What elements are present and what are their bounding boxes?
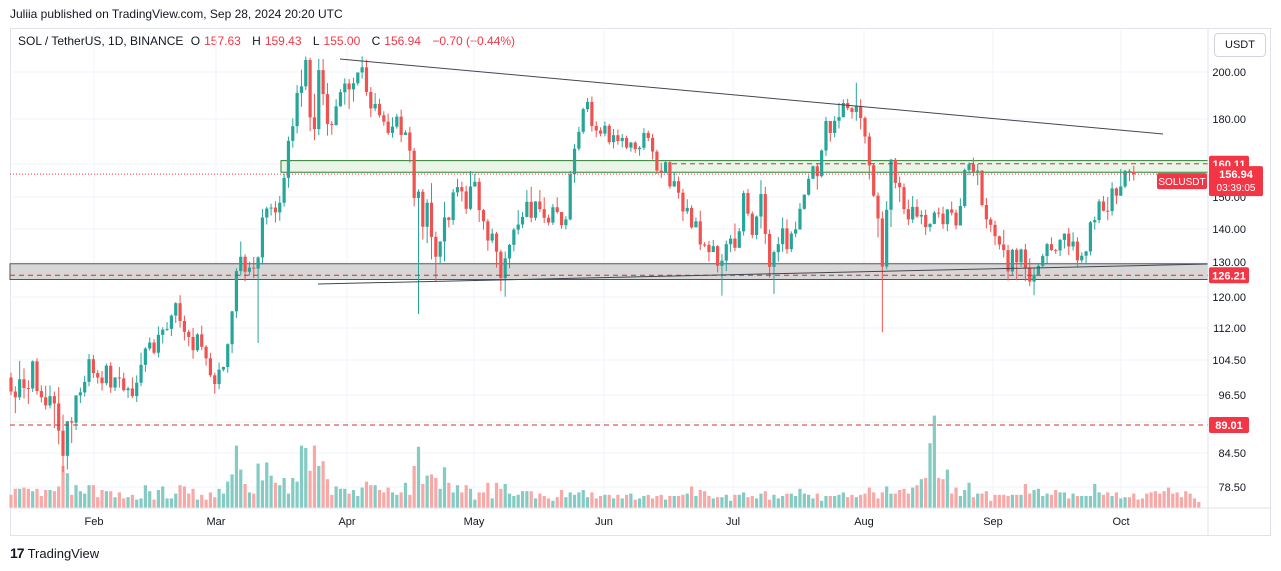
ohlc-high: H 159.43 — [252, 34, 302, 48]
currency-button[interactable]: USDT — [1214, 33, 1266, 57]
published-by-line: Juliia published on TradingView.com, Sep… — [10, 7, 343, 21]
symbol-name[interactable]: SOL / TetherUS, 1D, BINANCE — [18, 34, 184, 48]
ohlc-open: O 157.63 — [190, 34, 241, 48]
tradingview-brand: TradingView — [27, 545, 100, 561]
chart-frame[interactable] — [10, 28, 1271, 536]
ohlc-close: C 156.94 — [371, 34, 421, 48]
ohlc-change: −0.70 (−0.44%) — [432, 34, 516, 48]
symbol-legend: SOL / TetherUS, 1D, BINANCE O 157.63 H 159… — [18, 34, 519, 48]
tradingview-logo[interactable]: 17 TradingView — [10, 545, 99, 561]
ohlc-low: L 155.00 — [312, 34, 361, 48]
tradingview-logo-icon: 17 — [10, 545, 25, 561]
